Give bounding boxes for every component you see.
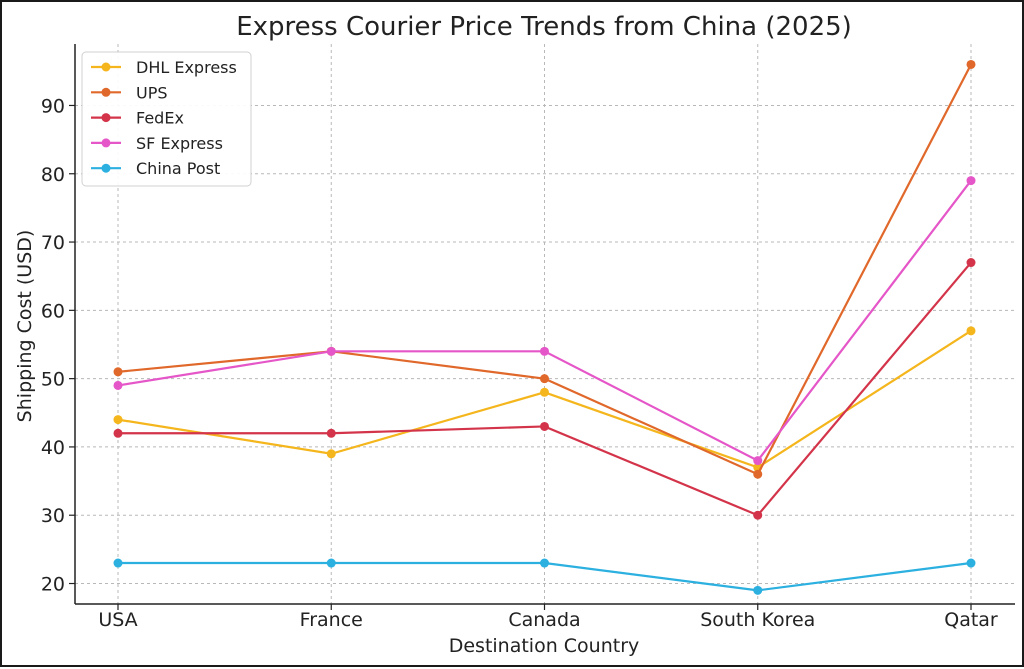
- series-lines: [113, 59, 976, 595]
- x-tick-label-france: France: [300, 609, 363, 631]
- legend-item-ups: UPS: [91, 83, 168, 102]
- legend-swatch-marker: [101, 62, 111, 72]
- y-tick-label-70: 70: [41, 232, 65, 254]
- y-tick-label-80: 80: [41, 164, 65, 186]
- y-axis-label: Shipping Cost (USD): [14, 230, 36, 423]
- data-point-ups-qatar: [966, 59, 976, 69]
- chart-title: Express Courier Price Trends from China …: [236, 12, 852, 42]
- legend-label: DHL Express: [136, 58, 237, 77]
- legend-swatch-marker: [101, 87, 111, 97]
- data-point-dhl-express-qatar: [966, 326, 976, 336]
- x-tick-label-canada: Canada: [508, 609, 580, 631]
- y-tick-label-50: 50: [41, 369, 65, 391]
- legend-swatch-marker: [101, 163, 111, 173]
- series-fedex: [113, 258, 976, 520]
- series-dhl-express: [113, 326, 976, 472]
- series-china-post: [113, 558, 976, 595]
- data-point-sf-express-south-korea: [753, 456, 763, 466]
- data-point-sf-express-canada: [540, 346, 549, 356]
- data-point-china-post-qatar: [966, 558, 976, 568]
- data-point-sf-express-france: [326, 346, 336, 356]
- data-point-fedex-usa: [113, 428, 123, 438]
- data-point-dhl-express-canada: [540, 387, 549, 397]
- data-point-sf-express-qatar: [966, 176, 976, 186]
- data-point-ups-usa: [113, 367, 123, 377]
- data-point-dhl-express-usa: [113, 415, 123, 425]
- y-tick-labels: 20 30 40 50 60 70 80 90: [41, 95, 75, 596]
- legend-swatch-marker: [101, 113, 111, 123]
- x-tick-labels: USA France Canada South Korea Qatar: [98, 604, 998, 631]
- x-tick-label-south-korea: South Korea: [700, 609, 815, 631]
- y-tick-label-30: 30: [41, 505, 65, 527]
- data-point-fedex-qatar: [966, 258, 976, 268]
- x-tick-label-qatar: Qatar: [944, 609, 998, 631]
- x-tick-label-usa: USA: [98, 609, 137, 631]
- data-point-ups-south-korea: [753, 469, 763, 479]
- y-tick-label-90: 90: [41, 95, 65, 117]
- legend-label: FedEx: [136, 109, 184, 128]
- data-point-fedex-france: [326, 428, 336, 438]
- data-point-china-post-canada: [540, 558, 549, 568]
- legend-item-fedex: FedEx: [91, 109, 184, 128]
- legend-label: China Post: [136, 159, 220, 178]
- data-point-china-post-usa: [113, 558, 123, 568]
- series-sf-express: [113, 176, 976, 466]
- legend-label: UPS: [136, 83, 168, 102]
- data-point-china-post-france: [326, 558, 336, 568]
- legend-item-dhl-express: DHL Express: [91, 58, 237, 77]
- data-point-china-post-south-korea: [753, 585, 763, 595]
- legend-label: SF Express: [136, 134, 223, 153]
- y-tick-label-20: 20: [41, 574, 65, 596]
- data-point-fedex-south-korea: [753, 510, 763, 520]
- y-tick-label-60: 60: [41, 300, 65, 322]
- legend: DHL Express UPS FedEx SF Express China Post: [81, 51, 252, 187]
- legend-item-sf-express: SF Express: [91, 134, 223, 153]
- y-tick-label-40: 40: [41, 437, 65, 459]
- data-point-sf-express-usa: [113, 380, 123, 390]
- data-point-dhl-express-france: [326, 449, 336, 459]
- data-point-fedex-canada: [540, 421, 549, 431]
- legend-item-china-post: China Post: [91, 159, 220, 178]
- x-axis-label: Destination Country: [449, 635, 640, 657]
- data-point-ups-canada: [540, 374, 549, 384]
- legend-swatch-marker: [101, 138, 111, 148]
- legend-box: [81, 51, 252, 187]
